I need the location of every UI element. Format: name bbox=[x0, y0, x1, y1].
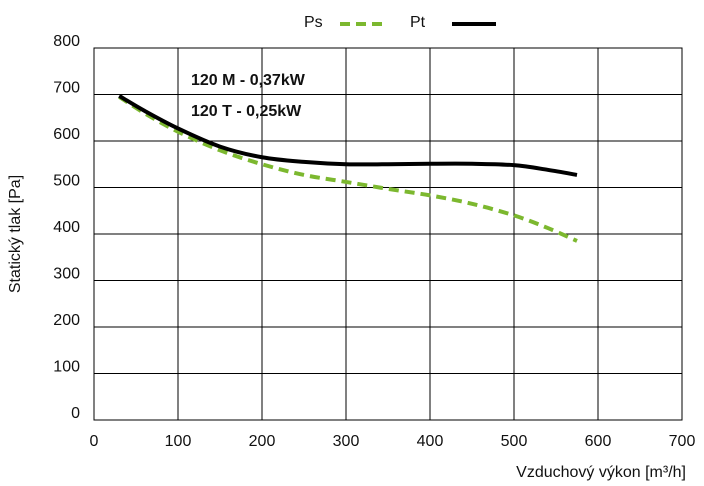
y-tick-label: 200 bbox=[53, 312, 80, 329]
x-tick-label: 700 bbox=[669, 433, 696, 450]
x-axis-ticks: 0 100 200 300 400 500 600 700 bbox=[90, 433, 696, 450]
y-tick-label: 300 bbox=[53, 266, 80, 283]
annotation-motor-m: 120 M - 0,37kW bbox=[191, 72, 306, 89]
legend-label-pt: Pt bbox=[410, 14, 426, 31]
y-tick-label: 0 bbox=[71, 405, 80, 422]
y-tick-label: 800 bbox=[53, 33, 80, 50]
plot-frame bbox=[93, 47, 683, 421]
x-tick-label: 200 bbox=[249, 433, 276, 450]
legend: Ps Pt bbox=[304, 14, 496, 31]
x-tick-label: 400 bbox=[417, 433, 444, 450]
y-tick-label: 100 bbox=[53, 359, 80, 376]
y-tick-label: 700 bbox=[53, 80, 80, 97]
y-tick-label: 500 bbox=[53, 173, 80, 190]
x-tick-label: 600 bbox=[585, 433, 612, 450]
y-tick-label: 600 bbox=[53, 126, 80, 143]
annotation-motor-t: 120 T - 0,25kW bbox=[191, 103, 302, 120]
y-tick-label: 400 bbox=[53, 219, 80, 236]
grid bbox=[94, 48, 682, 420]
legend-label-ps: Ps bbox=[304, 14, 323, 31]
series-line-ps bbox=[118, 95, 578, 243]
x-tick-label: 500 bbox=[501, 433, 528, 450]
x-axis-label: Vzduchový výkon [m³/h] bbox=[516, 464, 686, 481]
series-layer bbox=[118, 94, 578, 243]
y-axis-label: Statický tlak [Pa] bbox=[7, 175, 24, 293]
y-axis-ticks: 0 100 200 300 400 500 600 700 800 bbox=[53, 33, 80, 422]
x-tick-label: 0 bbox=[90, 433, 99, 450]
x-tick-label: 300 bbox=[333, 433, 360, 450]
series-line-pt bbox=[118, 94, 578, 177]
x-tick-label: 100 bbox=[165, 433, 192, 450]
